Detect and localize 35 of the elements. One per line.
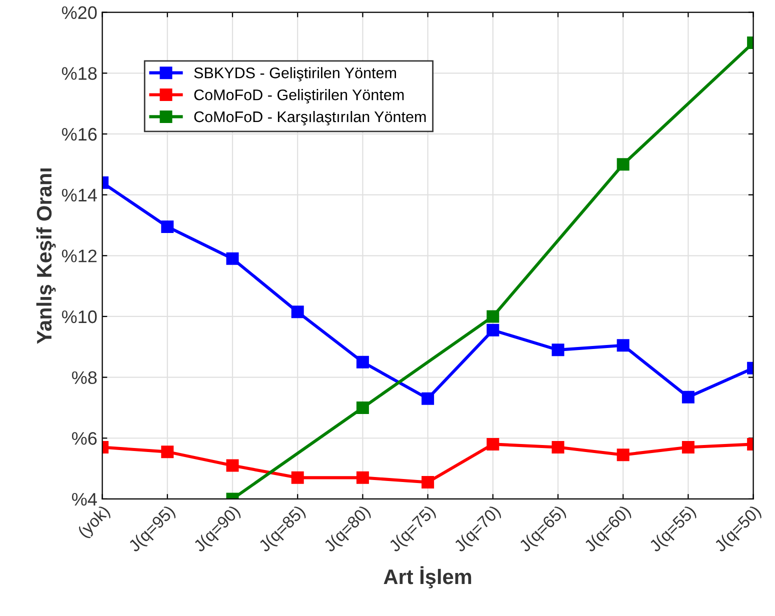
- point: [422, 392, 434, 405]
- point: [682, 390, 694, 404]
- point: [486, 310, 500, 323]
- point: [161, 446, 174, 458]
- point: [356, 356, 369, 368]
- point: [616, 448, 630, 462]
- y-tick-label: %8: [72, 371, 97, 384]
- legend-label: SBKYDS - Geliştirilen Yöntem: [194, 67, 396, 82]
- point: [682, 441, 694, 454]
- y-tick-label: %10: [62, 310, 97, 324]
- point: [486, 438, 500, 450]
- point: [226, 252, 239, 265]
- point: [161, 220, 174, 233]
- point: [356, 471, 369, 484]
- point: [291, 471, 304, 484]
- y-tick-label: %18: [62, 67, 97, 80]
- point: [616, 158, 630, 171]
- y-tick-label: %14: [62, 188, 97, 202]
- point: [616, 339, 630, 352]
- point: [552, 344, 564, 356]
- point: [486, 324, 500, 336]
- point: [422, 476, 434, 488]
- x-axis-title: Art İşlem: [384, 566, 472, 588]
- y-tick-label: %4: [72, 492, 97, 506]
- point: [226, 459, 239, 472]
- y-tick-label: %12: [62, 250, 97, 262]
- legend-label: CoMoFoD - Geliştirilen Yöntem: [194, 89, 404, 104]
- point: [291, 306, 304, 318]
- point: [552, 441, 564, 454]
- legend-label: CoMoFoD - Karşılaştırılan Yöntem: [194, 110, 426, 126]
- y-tick-label: %20: [62, 6, 97, 20]
- y-tick-label: %6: [72, 432, 97, 445]
- y-axis-title: Yanlış Keşif Oranı: [36, 168, 56, 344]
- y-tick-label: %16: [62, 128, 97, 141]
- point: [356, 401, 369, 414]
